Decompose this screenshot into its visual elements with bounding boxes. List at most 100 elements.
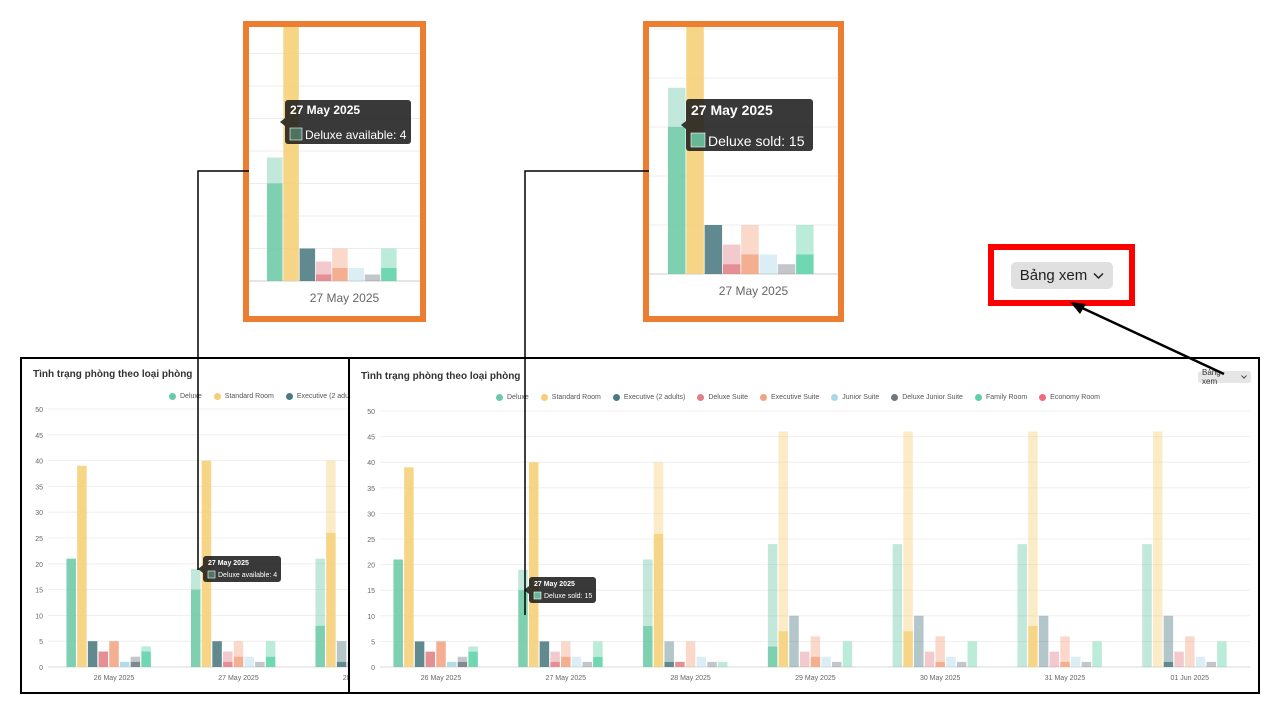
bar-sold (299, 248, 316, 281)
bar-sold (332, 268, 348, 281)
bar-available (332, 248, 348, 268)
bar-sold (664, 661, 674, 667)
bar-available (593, 641, 603, 657)
bar-available (571, 656, 582, 667)
bar-sold (141, 651, 151, 667)
x-tick-label: 26 May 2025 (421, 675, 462, 682)
bar-available (457, 656, 468, 662)
y-tick-label: 45 (367, 435, 375, 442)
bar-available (789, 615, 799, 667)
legend-item[interactable]: Executive (2 adults) (285, 393, 349, 400)
bar-available (1185, 636, 1195, 667)
bar-available (550, 651, 560, 662)
chevron-down-icon (1241, 375, 1247, 379)
zoom-callout-available: 27 May 2025 27 May 2025 Deluxe available: … (243, 21, 426, 322)
bar-available (1152, 431, 1163, 667)
x-tick-label: 28 May 2025 (670, 675, 711, 682)
tooltip-title: 27 May 2025 (290, 103, 360, 117)
bar-sold (119, 661, 130, 667)
bar-sold (77, 465, 87, 667)
chart-title: Tình trạng phòng theo loại phòng (33, 369, 193, 380)
y-tick-label: 50 (367, 409, 375, 416)
tooltip-label: Deluxe available: 4 (218, 572, 277, 579)
chevron-down-icon (1093, 272, 1104, 279)
x-tick-label: 27 May 2025 (546, 675, 587, 682)
bar-sold (436, 641, 446, 667)
bar-sold (704, 225, 723, 274)
legend-label: Standard Room (224, 393, 274, 400)
bar-sold (267, 183, 283, 281)
zoom-callout-view-button: Bảng xem (988, 244, 1135, 306)
tooltip-title: 27 May 2025 (691, 102, 773, 118)
bar-sold (223, 661, 233, 667)
bar-sold (315, 625, 325, 667)
legend-item[interactable]: Junior Suite (831, 394, 879, 401)
tooltip: 27 May 2025 Deluxe sold: 15 (524, 577, 596, 603)
bar-available (892, 544, 903, 667)
tooltip-swatch (207, 570, 216, 579)
bar-sold (778, 631, 789, 667)
legend-item[interactable]: Deluxe (496, 394, 529, 401)
legend-item[interactable]: Deluxe (169, 393, 202, 400)
bar-available (1092, 641, 1102, 667)
bar-sold (425, 651, 436, 667)
y-tick-label: 30 (35, 510, 43, 517)
tooltip-title: 27 May 2025 (534, 581, 575, 588)
bar-sold (130, 661, 141, 667)
bar-available (664, 641, 674, 662)
tooltip: 27 May 2025 Deluxe available: 4 (280, 100, 411, 144)
x-tick-label: 27 May 2025 (310, 291, 380, 305)
zoom-callout-sold: 27 May 2025 27 May 2025 Deluxe sold: 15 (643, 21, 844, 322)
tooltip: 27 May 2025 Deluxe available: 4 (198, 556, 281, 582)
legend-item[interactable]: Economy Room (1039, 394, 1100, 401)
bar-available (1017, 544, 1027, 667)
legend-swatch (891, 394, 899, 401)
y-tick-label: 45 (35, 433, 43, 440)
bar-sold (98, 651, 109, 667)
tooltip-caret (681, 121, 686, 129)
legend-swatch (169, 393, 176, 400)
legend-item[interactable]: Deluxe Suite (697, 394, 748, 401)
x-tick-label: 31 May 2025 (1045, 675, 1086, 682)
legend-label: Executive (2 adults) (623, 394, 686, 401)
bar-sold (404, 467, 414, 667)
bar-available (643, 559, 653, 627)
y-tick-label: 30 (367, 511, 375, 518)
bar-available (935, 636, 945, 662)
legend-item[interactable]: Deluxe Junior Suite (891, 394, 963, 401)
bar-available (468, 646, 478, 652)
bar-sold (528, 462, 539, 667)
chart-legend: Deluxe Standard Room Executive (2 adults) D… (496, 394, 1100, 401)
bar-available (1038, 615, 1049, 667)
legend-label: Family Room (985, 394, 1028, 401)
view-button-zoomed[interactable]: Bảng xem (1011, 262, 1113, 289)
bar-available (1142, 544, 1152, 667)
bar-sold (741, 254, 759, 274)
tooltip-box (285, 100, 411, 144)
chart-panel-right: Tình trạng phòng theo loại phòng Bảng xe… (348, 357, 1260, 694)
legend-swatch (760, 394, 768, 401)
bar-sold (518, 590, 528, 667)
bar-available (810, 636, 821, 657)
bar-available (1174, 651, 1184, 667)
bar-sold (1028, 626, 1038, 667)
bar-available (255, 661, 265, 667)
legend-item[interactable]: Family Room (974, 394, 1028, 401)
bar-available (796, 225, 814, 255)
bar-sold (457, 661, 468, 667)
bar-sold (87, 641, 98, 667)
x-tick-label: 26 May 2025 (94, 675, 135, 682)
bar-available (821, 656, 831, 667)
bar-sold (265, 656, 276, 667)
legend-item[interactable]: Executive Suite (760, 394, 819, 401)
bar-available (1070, 656, 1081, 667)
bar-available (1163, 615, 1174, 662)
bar-sold (66, 558, 76, 667)
bar-sold (393, 559, 403, 667)
legend-label: Deluxe (180, 393, 202, 400)
bar-available (267, 157, 283, 184)
bar-available (1049, 651, 1060, 667)
bar-available (1195, 656, 1206, 667)
bar-available (336, 641, 347, 662)
bar-available (561, 641, 571, 657)
